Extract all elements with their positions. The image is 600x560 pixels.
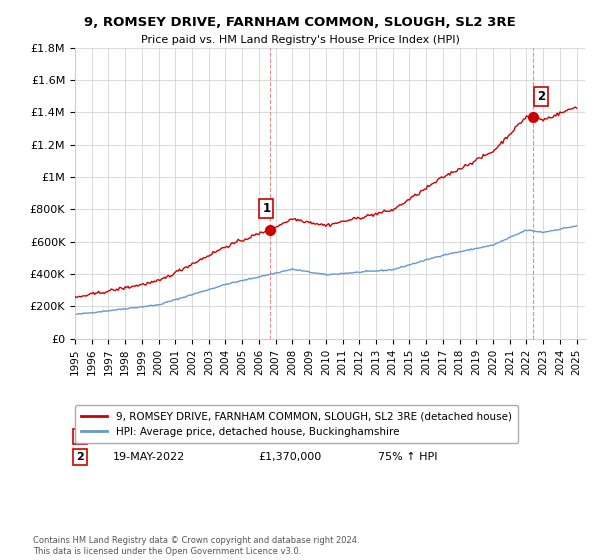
Text: 2: 2 [537, 90, 545, 102]
Text: £675,000: £675,000 [259, 431, 311, 441]
Text: £1,370,000: £1,370,000 [259, 452, 322, 462]
Text: 19-MAY-2022: 19-MAY-2022 [113, 452, 185, 462]
Text: 75% ↑ HPI: 75% ↑ HPI [379, 452, 438, 462]
Text: 2: 2 [76, 452, 84, 462]
Text: 56% ↑ HPI: 56% ↑ HPI [379, 431, 438, 441]
Legend: 9, ROMSEY DRIVE, FARNHAM COMMON, SLOUGH, SL2 3RE (detached house), HPI: Average : 9, ROMSEY DRIVE, FARNHAM COMMON, SLOUGH,… [75, 405, 518, 443]
Text: 1: 1 [262, 202, 271, 215]
Text: Contains HM Land Registry data © Crown copyright and database right 2024.
This d: Contains HM Land Registry data © Crown c… [33, 536, 359, 556]
Text: 1: 1 [76, 431, 84, 441]
Text: 9, ROMSEY DRIVE, FARNHAM COMMON, SLOUGH, SL2 3RE: 9, ROMSEY DRIVE, FARNHAM COMMON, SLOUGH,… [84, 16, 516, 29]
Text: 24-AUG-2006: 24-AUG-2006 [113, 431, 188, 441]
Text: Price paid vs. HM Land Registry's House Price Index (HPI): Price paid vs. HM Land Registry's House … [140, 35, 460, 45]
